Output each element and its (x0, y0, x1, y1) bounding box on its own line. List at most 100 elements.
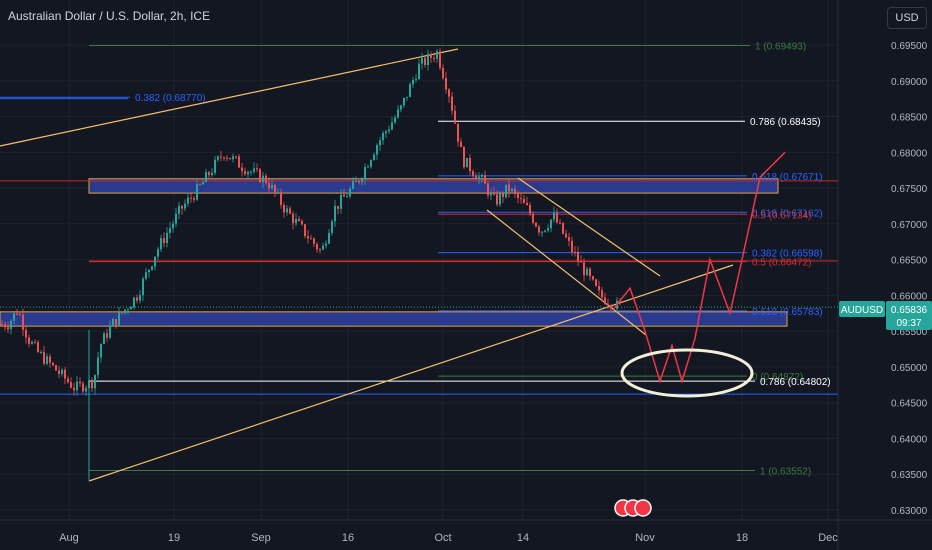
candle-body (202, 182, 204, 185)
candle-body (175, 213, 177, 224)
symbol-badge[interactable] (839, 301, 885, 317)
candle-body (10, 320, 12, 330)
candle-body (187, 197, 189, 204)
candle-body (520, 198, 522, 200)
y-tick-label: 0.63500 (891, 470, 928, 481)
candle-body (148, 269, 150, 273)
candle-body (22, 314, 24, 330)
candle-body (7, 327, 9, 330)
candle-body (178, 205, 180, 214)
candle-body (532, 213, 534, 223)
candle-body (415, 79, 417, 81)
candle-body (226, 157, 228, 159)
candle-body (184, 203, 186, 209)
event-flag-icon (634, 499, 652, 517)
countdown-value: 09:37 (896, 318, 921, 329)
candle-body (466, 157, 468, 168)
candle-body (166, 232, 168, 243)
candle-body (79, 381, 81, 384)
candle-body (208, 172, 210, 176)
symbol-label: AUDUSD (841, 305, 883, 316)
candle-body (244, 171, 246, 175)
channel-upper (517, 177, 661, 277)
candle-body (55, 365, 57, 371)
candle-body (601, 290, 603, 298)
candle-body (295, 218, 297, 224)
candle-body (13, 313, 15, 321)
candle-body (262, 175, 264, 183)
candle-body (550, 219, 552, 229)
channel-lower (486, 209, 647, 336)
candle-body (46, 356, 48, 364)
candle-body (373, 154, 375, 161)
currency-button[interactable]: USD (887, 7, 927, 29)
candle-body (490, 192, 492, 196)
candle-body (49, 356, 51, 363)
fib-level-label: 0.786 (0.68435) (750, 117, 821, 128)
candle-body (577, 251, 579, 262)
candle-body (571, 240, 573, 252)
candle-body (223, 157, 225, 159)
x-tick-label: 16 (342, 532, 354, 544)
candle-body (43, 351, 45, 364)
candle-body (286, 208, 288, 213)
candle-body (40, 351, 42, 353)
candle-body (355, 181, 357, 183)
candle-body (289, 208, 291, 214)
candle-body (430, 53, 432, 58)
candle-body (406, 96, 408, 98)
candle-body (139, 295, 141, 301)
candle-body (568, 237, 570, 241)
candle-body (364, 166, 366, 179)
candle-body (142, 278, 144, 296)
candle-body (37, 342, 39, 353)
y-tick-label: 0.66500 (891, 256, 928, 267)
candle-body (274, 184, 276, 193)
y-tick-label: 0.68000 (891, 148, 928, 159)
candle-body (127, 309, 129, 311)
candle-body (16, 313, 18, 315)
y-tick-label: 0.64500 (891, 399, 928, 410)
candle-body (460, 141, 462, 148)
candle-body (487, 183, 489, 196)
y-tick-label: 0.67500 (891, 184, 928, 195)
candle-body (451, 96, 453, 111)
candle-body (238, 156, 240, 168)
candle-body (115, 318, 117, 326)
x-tick-label: 19 (168, 532, 180, 544)
candle-body (523, 198, 525, 204)
candle-body (268, 183, 270, 189)
candle-body (457, 123, 459, 142)
x-tick-label: Aug (59, 532, 79, 544)
candle-body (70, 382, 72, 388)
candle-body (220, 156, 222, 158)
candle-body (94, 374, 96, 389)
candle-body (511, 188, 513, 192)
candle-body (199, 184, 201, 186)
candle-body (574, 251, 576, 253)
candle-body (400, 105, 402, 110)
candle-body (409, 84, 411, 97)
candle-body (211, 172, 213, 176)
candle-body (496, 194, 498, 205)
fib-level-label: 0.618 (0.67162) (752, 208, 823, 219)
candle-body (538, 226, 540, 233)
candle-body (205, 172, 207, 183)
candle-body (418, 63, 420, 80)
candle-body (505, 184, 507, 197)
fib-level-label: 0.618 (0.67671) (752, 172, 823, 183)
candle-body (235, 156, 237, 158)
candle-body (508, 184, 510, 192)
candle-body (448, 89, 450, 97)
candle-body (436, 51, 438, 59)
candle-body (376, 145, 378, 155)
candle-body (109, 326, 111, 338)
candle-body (580, 261, 582, 263)
candle-body (229, 157, 231, 160)
candle-body (4, 324, 6, 328)
candle-body (52, 362, 54, 366)
candle-body (25, 329, 27, 338)
candle-body (445, 78, 447, 90)
chart-title: Australian Dollar / U.S. Dollar, 2h, ICE (8, 9, 211, 23)
